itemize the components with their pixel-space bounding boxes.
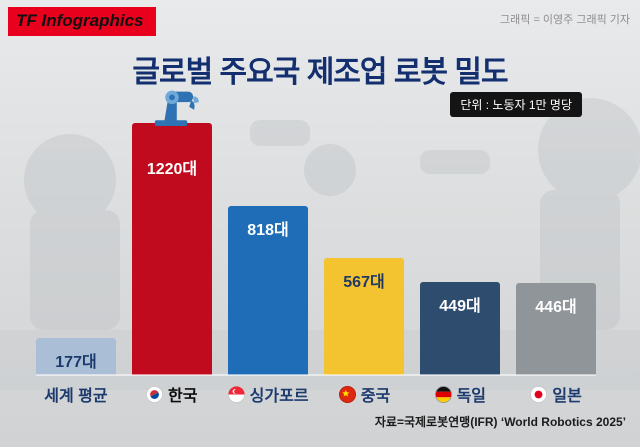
bar-column-china: 567대: [324, 123, 404, 375]
category-label: 일본: [552, 388, 582, 405]
brand-logo: TF Infographics: [8, 7, 156, 36]
bar-column-singapore: 818대: [228, 123, 308, 375]
category-label: 중국: [360, 388, 391, 405]
bar-column-korea: 1220대: [132, 90, 212, 375]
bar-value-label: 177대: [55, 354, 97, 371]
bar-japan: 446대: [516, 283, 596, 375]
bar-world-average: 177대: [36, 338, 116, 375]
unit-badge: 단위 : 노동자 1만 명당: [450, 92, 582, 117]
category-label: 세계 평균: [44, 388, 108, 405]
category-china: 중국: [325, 382, 405, 406]
bar-china: 567대: [324, 258, 404, 375]
category-germany: 독일: [420, 382, 500, 406]
source-credit: 자료=국제로봇연맹(IFR) ‘World Robotics 2025’: [374, 415, 626, 429]
category-japan: 일본: [516, 382, 596, 406]
japan-flag-icon: [530, 385, 548, 403]
bar-value-label: 567대: [343, 274, 385, 291]
bar-column-germany: 449대: [420, 123, 500, 375]
bar-singapore: 818대: [228, 206, 308, 375]
south-korea-flag-icon: [146, 385, 164, 403]
bar-value-label: 1220대: [146, 161, 198, 178]
germany-flag-icon: [434, 385, 452, 403]
category-label: 한국: [168, 388, 198, 405]
bar-column-japan: 446대: [516, 123, 596, 375]
robot-arm-icon: [154, 90, 199, 127]
bar-value-label: 818대: [247, 222, 289, 239]
bar-korea: 1220대: [132, 123, 212, 375]
bar-germany: 449대: [420, 282, 500, 375]
category-label: 싱가포르: [249, 388, 309, 405]
category-singapore: 싱가포르: [227, 382, 309, 406]
bar-value-label: 446대: [535, 299, 577, 316]
chart-baseline: [36, 374, 596, 376]
bar-column-world-average: 177대: [36, 123, 116, 375]
category-axis: 세계 평균 한국 싱가포르: [36, 382, 596, 406]
category-korea: 한국: [132, 382, 212, 406]
category-world-average: 세계 평균: [36, 382, 116, 406]
china-flag-icon: [338, 385, 356, 403]
category-label: 독일: [456, 388, 487, 405]
graphic-credit: 그래픽 = 이영주 그래픽 기자: [500, 14, 630, 26]
bar-chart: 177대 1220대 818대 567대: [36, 90, 596, 375]
bar-value-label: 449대: [439, 298, 481, 315]
singapore-flag-icon: [227, 385, 245, 403]
page-title: 글로벌 주요국 제조업 로봇 밀도: [132, 56, 508, 89]
